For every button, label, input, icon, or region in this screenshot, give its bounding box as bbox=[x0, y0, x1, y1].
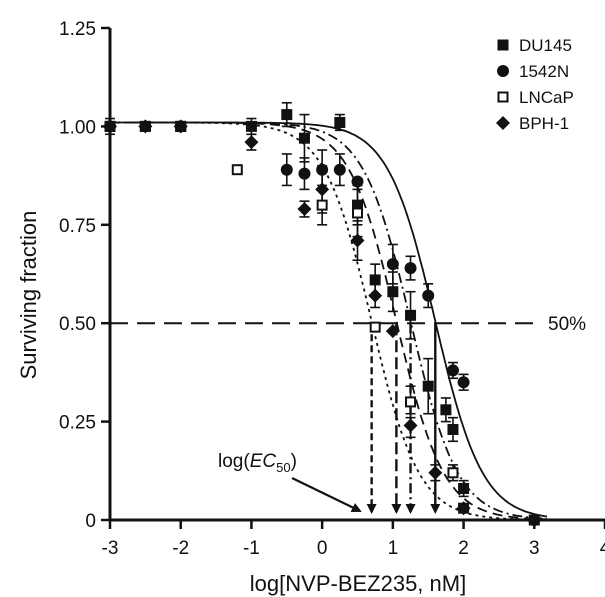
data-point-du145 bbox=[447, 423, 459, 435]
data-point-1542n bbox=[457, 376, 470, 389]
data-point-lncap bbox=[447, 467, 459, 479]
data-point-du145 bbox=[281, 109, 293, 121]
data-point-du145 bbox=[245, 120, 257, 132]
x-tick-label: 1 bbox=[388, 538, 399, 559]
data-point-1542n bbox=[404, 262, 417, 275]
data-point-du145 bbox=[458, 483, 470, 495]
data-point-1542n bbox=[316, 163, 329, 176]
y-tick-label: 1.00 bbox=[59, 117, 96, 138]
y-tick-label: 0.50 bbox=[59, 314, 96, 335]
data-point-bph-1 bbox=[244, 135, 259, 150]
data-point-bph-1 bbox=[297, 202, 312, 217]
data-point-1542n bbox=[280, 163, 293, 176]
legend-marker-lncap bbox=[497, 91, 509, 103]
data-point-du145 bbox=[298, 132, 310, 144]
data-point-bph-1 bbox=[368, 288, 383, 303]
data-point-bph-1 bbox=[173, 119, 188, 134]
fit-curve bbox=[110, 121, 548, 518]
data-point-lncap bbox=[316, 199, 328, 211]
legend-label: 1542N bbox=[519, 62, 569, 81]
x-tick-label: -1 bbox=[243, 538, 260, 559]
data-point-lncap bbox=[352, 207, 363, 219]
data-point-bph-1 bbox=[456, 501, 471, 516]
data-point-lncap bbox=[231, 164, 243, 176]
legend-marker-1542n bbox=[497, 65, 509, 77]
data-points bbox=[103, 109, 541, 526]
x-axis-title: log[NVP-BEZ235, nM] bbox=[250, 571, 466, 596]
data-point-du145 bbox=[369, 274, 381, 286]
data-point-1542n bbox=[386, 258, 399, 271]
data-point-bph-1 bbox=[385, 324, 400, 339]
y-axis-title: Surviving fraction bbox=[16, 211, 41, 380]
fit-curve bbox=[110, 121, 548, 521]
legend-label: BPH-1 bbox=[519, 114, 569, 133]
reference-line-group: 50% bbox=[110, 314, 586, 335]
data-point-du145 bbox=[440, 404, 452, 416]
data-point-du145 bbox=[387, 286, 399, 298]
fit-curve bbox=[110, 121, 548, 520]
legend: DU145 1542N LNCaP BPH-1 bbox=[496, 36, 574, 133]
fit-curves bbox=[110, 121, 548, 521]
data-point-du145 bbox=[334, 116, 346, 128]
x-tick-label: -3 bbox=[102, 538, 119, 559]
fit-curve bbox=[110, 121, 547, 521]
data-point-1542n bbox=[298, 167, 311, 180]
x-tick-label: 0 bbox=[317, 538, 328, 559]
axes: -3 -2 -1 0 1 2 3 4 0 0.25 0.50 0.75 1.00 1.25 bbox=[59, 19, 605, 559]
y-tick-label: 1.25 bbox=[59, 19, 96, 40]
data-point-bph-1 bbox=[350, 233, 365, 248]
legend-label: LNCaP bbox=[519, 88, 574, 107]
y-tick-label: 0 bbox=[85, 511, 96, 532]
x-tick-label: 2 bbox=[458, 538, 469, 559]
legend-label: DU145 bbox=[519, 36, 572, 55]
data-point-du145 bbox=[405, 309, 417, 321]
reference-line-label: 50% bbox=[548, 314, 586, 335]
data-point-du145 bbox=[352, 199, 363, 211]
data-point-du145 bbox=[422, 380, 434, 392]
x-tick-label: 3 bbox=[529, 538, 540, 559]
ec50-annotation-label: log(EC50) bbox=[218, 451, 297, 475]
y-tick-label: 0.25 bbox=[59, 413, 96, 434]
legend-marker-du145 bbox=[497, 39, 509, 51]
ec50-annotation: log(EC50) bbox=[218, 451, 362, 513]
data-point-1542n bbox=[333, 163, 346, 176]
error-bars bbox=[105, 101, 469, 498]
data-point-1542n bbox=[351, 175, 364, 188]
data-point-bph-1 bbox=[428, 465, 443, 480]
data-point-lncap bbox=[405, 396, 417, 408]
x-tick-label: -2 bbox=[172, 538, 189, 559]
x-tick-label: 4 bbox=[600, 538, 605, 559]
data-point-bph-1 bbox=[315, 182, 330, 197]
data-point-lncap bbox=[369, 321, 381, 333]
y-tick-label: 0.75 bbox=[59, 216, 96, 237]
legend-marker-bph-1 bbox=[496, 116, 510, 130]
data-point-1542n bbox=[422, 289, 435, 302]
data-point-bph-1 bbox=[138, 119, 153, 134]
data-point-1542n bbox=[446, 364, 459, 377]
data-point-bph-1 bbox=[403, 418, 418, 433]
ec50-annotation-arrow bbox=[291, 477, 362, 513]
